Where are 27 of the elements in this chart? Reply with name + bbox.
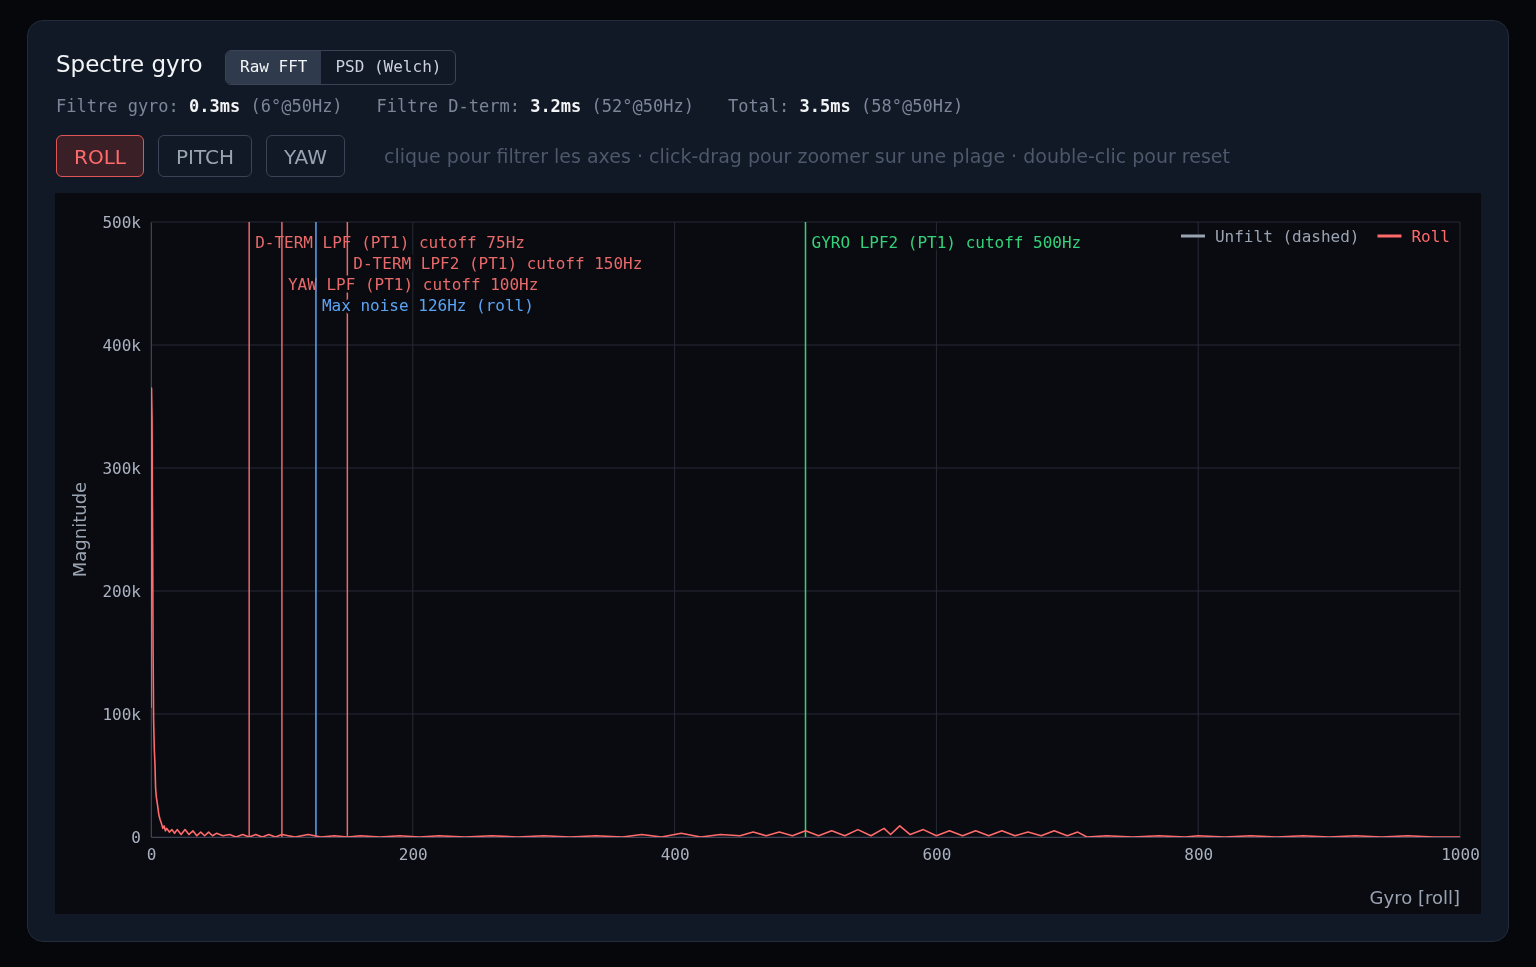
legend-label: Unfilt (dashed) bbox=[1214, 226, 1360, 246]
y-tick-label: 200k bbox=[102, 581, 142, 601]
mode-toggle: Raw FFT PSD (Welch) bbox=[225, 50, 457, 85]
x-tick-label: 600 bbox=[922, 845, 952, 865]
x-tick-label: 1000 bbox=[1441, 845, 1480, 865]
x-axis-title: Gyro [roll] bbox=[1369, 887, 1460, 908]
legend-label: Roll bbox=[1411, 226, 1450, 246]
y-tick-label: 300k bbox=[102, 458, 142, 478]
y-tick-label: 100k bbox=[102, 704, 142, 724]
x-tick-label: 800 bbox=[1184, 845, 1214, 865]
x-tick-label: 0 bbox=[146, 845, 157, 865]
axis-button: PITCH bbox=[157, 135, 252, 177]
x-tick-label: 400 bbox=[660, 845, 690, 865]
ref-line-label: GYRO LPF2 (PT1) cutoff 500Hz bbox=[811, 232, 1082, 252]
y-tick-label: 500k bbox=[102, 212, 142, 232]
text: Filtre gyro: 0.3ms (6°@50Hz) bbox=[56, 96, 343, 116]
text: clique pour filtrer les axes · click-drag pour zoomer sur une plage · double-clic pour reset bbox=[384, 145, 1230, 167]
x-tick-label: 200 bbox=[398, 845, 428, 865]
axis-button: ROLL bbox=[56, 135, 144, 177]
y-tick-label: 400k bbox=[102, 335, 142, 355]
axis-button: YAW bbox=[265, 135, 345, 177]
text: Total: 3.5ms (58°@50Hz) bbox=[727, 96, 964, 116]
y-tick-label: 0 bbox=[131, 827, 141, 847]
chart-title: Spectre gyro bbox=[56, 51, 203, 77]
y-axis-title: Magnitude bbox=[69, 481, 90, 578]
ref-line-label: D-TERM LPF2 (PT1) cutoff 150Hz bbox=[353, 253, 643, 273]
text: Filtre D-term: 3.2ms (52°@50Hz) bbox=[376, 96, 694, 116]
